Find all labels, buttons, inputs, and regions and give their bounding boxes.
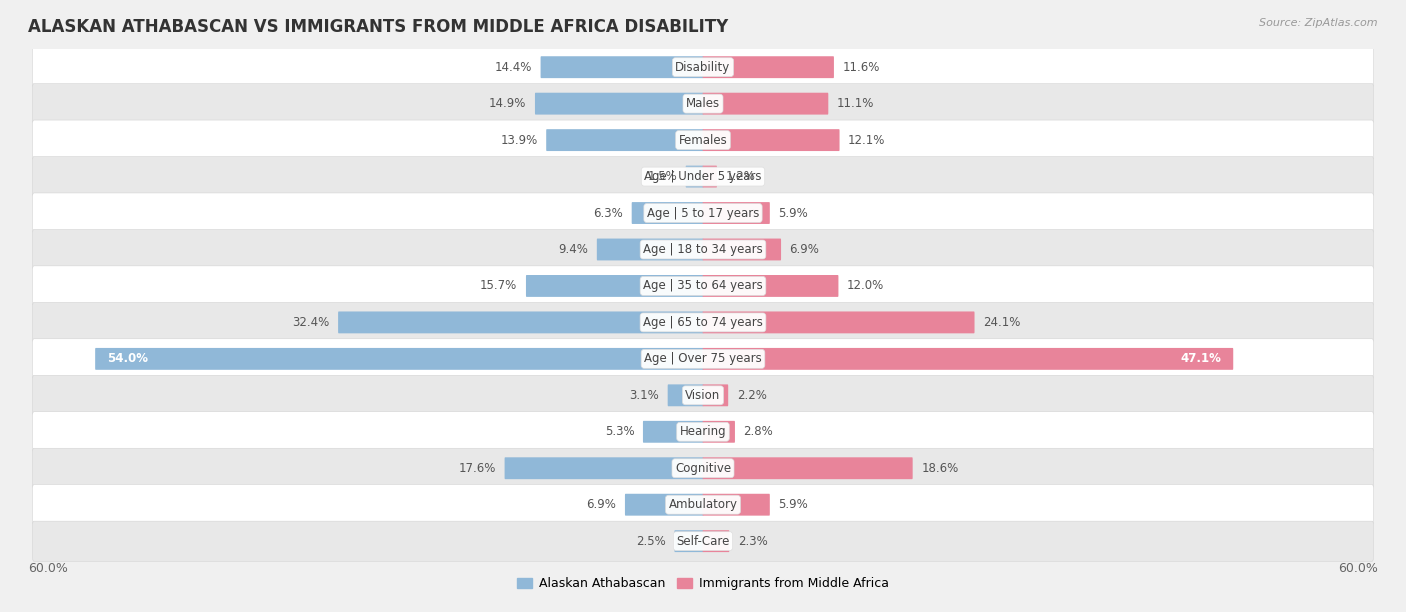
Text: 32.4%: 32.4% bbox=[292, 316, 329, 329]
FancyBboxPatch shape bbox=[32, 339, 1374, 379]
FancyBboxPatch shape bbox=[703, 457, 912, 479]
FancyBboxPatch shape bbox=[596, 239, 703, 261]
FancyBboxPatch shape bbox=[32, 302, 1374, 343]
FancyBboxPatch shape bbox=[703, 166, 717, 187]
FancyBboxPatch shape bbox=[32, 47, 1374, 88]
Text: Age | Under 5 years: Age | Under 5 years bbox=[644, 170, 762, 183]
Text: 14.4%: 14.4% bbox=[495, 61, 531, 73]
Text: 5.9%: 5.9% bbox=[779, 206, 808, 220]
FancyBboxPatch shape bbox=[32, 120, 1374, 160]
Text: 5.3%: 5.3% bbox=[605, 425, 634, 438]
FancyBboxPatch shape bbox=[32, 84, 1374, 124]
FancyBboxPatch shape bbox=[703, 312, 974, 334]
FancyBboxPatch shape bbox=[624, 494, 703, 516]
Text: Disability: Disability bbox=[675, 61, 731, 73]
Text: Age | Over 75 years: Age | Over 75 years bbox=[644, 353, 762, 365]
FancyBboxPatch shape bbox=[703, 494, 770, 516]
FancyBboxPatch shape bbox=[546, 129, 703, 151]
Text: Cognitive: Cognitive bbox=[675, 461, 731, 475]
FancyBboxPatch shape bbox=[32, 485, 1374, 524]
Text: ALASKAN ATHABASCAN VS IMMIGRANTS FROM MIDDLE AFRICA DISABILITY: ALASKAN ATHABASCAN VS IMMIGRANTS FROM MI… bbox=[28, 18, 728, 36]
Text: 13.9%: 13.9% bbox=[501, 133, 537, 147]
Text: 15.7%: 15.7% bbox=[481, 280, 517, 293]
FancyBboxPatch shape bbox=[32, 521, 1374, 561]
Text: Vision: Vision bbox=[685, 389, 721, 402]
FancyBboxPatch shape bbox=[96, 348, 703, 370]
Legend: Alaskan Athabascan, Immigrants from Middle Africa: Alaskan Athabascan, Immigrants from Midd… bbox=[512, 572, 894, 595]
FancyBboxPatch shape bbox=[703, 56, 834, 78]
Text: 24.1%: 24.1% bbox=[983, 316, 1021, 329]
Text: 54.0%: 54.0% bbox=[107, 353, 148, 365]
Text: 14.9%: 14.9% bbox=[489, 97, 526, 110]
FancyBboxPatch shape bbox=[32, 412, 1374, 452]
Text: 5.9%: 5.9% bbox=[779, 498, 808, 511]
Text: 17.6%: 17.6% bbox=[458, 461, 496, 475]
Text: 6.9%: 6.9% bbox=[586, 498, 616, 511]
FancyBboxPatch shape bbox=[337, 312, 703, 334]
Text: 47.1%: 47.1% bbox=[1181, 353, 1222, 365]
FancyBboxPatch shape bbox=[505, 457, 703, 479]
Text: 6.3%: 6.3% bbox=[593, 206, 623, 220]
Text: 2.5%: 2.5% bbox=[636, 535, 666, 548]
FancyBboxPatch shape bbox=[703, 421, 735, 442]
Text: Ambulatory: Ambulatory bbox=[668, 498, 738, 511]
Text: 9.4%: 9.4% bbox=[558, 243, 588, 256]
Text: Age | 35 to 64 years: Age | 35 to 64 years bbox=[643, 280, 763, 293]
FancyBboxPatch shape bbox=[703, 348, 1233, 370]
FancyBboxPatch shape bbox=[703, 202, 770, 224]
Text: 12.0%: 12.0% bbox=[846, 280, 884, 293]
Text: Females: Females bbox=[679, 133, 727, 147]
FancyBboxPatch shape bbox=[703, 384, 728, 406]
Text: 1.5%: 1.5% bbox=[647, 170, 678, 183]
Text: Age | 18 to 34 years: Age | 18 to 34 years bbox=[643, 243, 763, 256]
Text: 18.6%: 18.6% bbox=[921, 461, 959, 475]
FancyBboxPatch shape bbox=[534, 92, 703, 114]
Text: 3.1%: 3.1% bbox=[630, 389, 659, 402]
FancyBboxPatch shape bbox=[32, 230, 1374, 269]
Text: Males: Males bbox=[686, 97, 720, 110]
FancyBboxPatch shape bbox=[686, 166, 703, 187]
FancyBboxPatch shape bbox=[526, 275, 703, 297]
Text: Hearing: Hearing bbox=[679, 425, 727, 438]
Text: Age | 65 to 74 years: Age | 65 to 74 years bbox=[643, 316, 763, 329]
Text: 60.0%: 60.0% bbox=[1339, 562, 1378, 575]
Text: 11.1%: 11.1% bbox=[837, 97, 875, 110]
Text: 2.2%: 2.2% bbox=[737, 389, 766, 402]
FancyBboxPatch shape bbox=[703, 239, 782, 261]
FancyBboxPatch shape bbox=[703, 92, 828, 114]
Text: 1.2%: 1.2% bbox=[725, 170, 755, 183]
FancyBboxPatch shape bbox=[32, 193, 1374, 233]
FancyBboxPatch shape bbox=[32, 375, 1374, 416]
FancyBboxPatch shape bbox=[703, 530, 730, 552]
FancyBboxPatch shape bbox=[540, 56, 703, 78]
Text: 6.9%: 6.9% bbox=[790, 243, 820, 256]
FancyBboxPatch shape bbox=[32, 266, 1374, 306]
FancyBboxPatch shape bbox=[675, 530, 703, 552]
Text: 2.3%: 2.3% bbox=[738, 535, 768, 548]
Text: Source: ZipAtlas.com: Source: ZipAtlas.com bbox=[1260, 18, 1378, 28]
Text: 11.6%: 11.6% bbox=[842, 61, 880, 73]
Text: 60.0%: 60.0% bbox=[28, 562, 67, 575]
FancyBboxPatch shape bbox=[631, 202, 703, 224]
FancyBboxPatch shape bbox=[32, 448, 1374, 488]
Text: 12.1%: 12.1% bbox=[848, 133, 886, 147]
FancyBboxPatch shape bbox=[643, 421, 703, 442]
Text: Age | 5 to 17 years: Age | 5 to 17 years bbox=[647, 206, 759, 220]
Text: 2.8%: 2.8% bbox=[744, 425, 773, 438]
FancyBboxPatch shape bbox=[32, 157, 1374, 196]
FancyBboxPatch shape bbox=[703, 129, 839, 151]
FancyBboxPatch shape bbox=[703, 275, 838, 297]
Text: Self-Care: Self-Care bbox=[676, 535, 730, 548]
FancyBboxPatch shape bbox=[668, 384, 703, 406]
